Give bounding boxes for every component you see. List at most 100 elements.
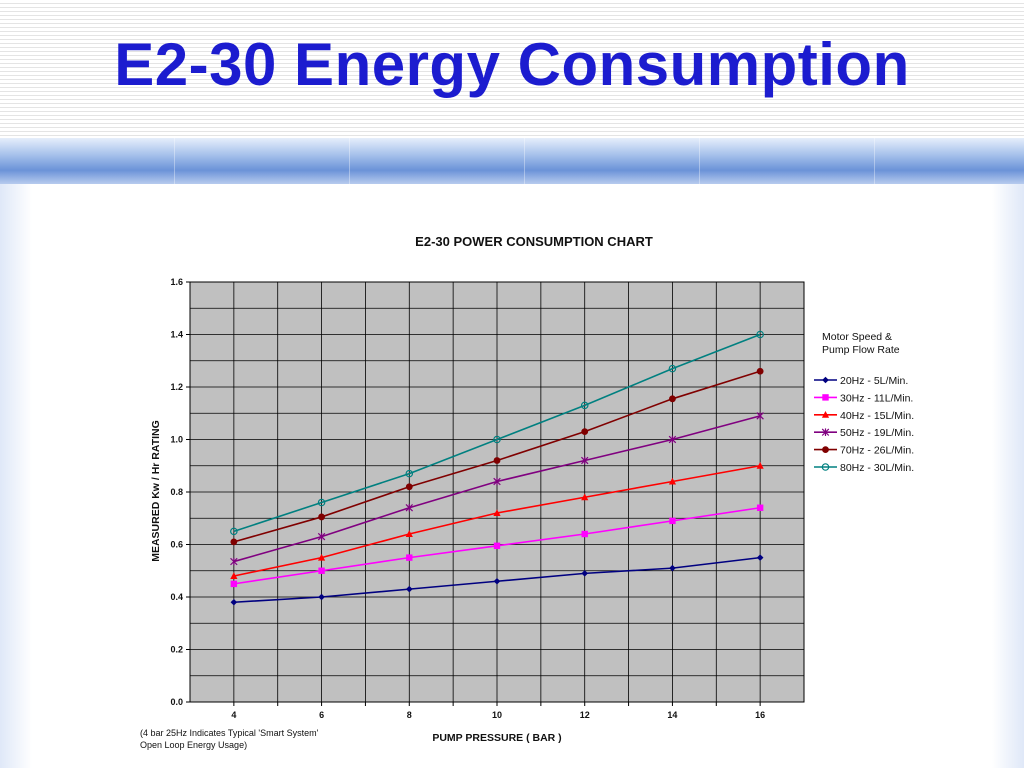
legend-item: 70Hz - 26L/Min. — [814, 445, 914, 457]
data-point — [756, 412, 764, 420]
legend-label: 20Hz - 5L/Min. — [840, 375, 908, 387]
x-axis-ticks: 4 6 8 10 12 14 16 — [231, 702, 765, 720]
data-point — [405, 503, 414, 512]
legend-label: 50Hz - 19L/Min. — [840, 427, 914, 439]
y-tick-label: 1.6 — [170, 277, 183, 287]
legend-label: 80Hz - 30L/Min. — [840, 462, 914, 474]
data-point — [668, 477, 677, 485]
data-point — [581, 530, 588, 538]
data-point — [493, 457, 501, 464]
x-tick-label: 8 — [407, 710, 412, 720]
data-point — [756, 461, 764, 469]
data-point — [230, 572, 238, 579]
x-tick-label: 6 — [319, 710, 324, 720]
series-6 — [230, 330, 764, 536]
legend-item: 50Hz - 19L/Min. — [814, 427, 914, 439]
series-2 — [230, 504, 764, 588]
y-tick-label: 0.0 — [170, 697, 183, 707]
data-point — [581, 570, 589, 577]
series-5 — [230, 367, 764, 546]
data-point — [669, 564, 676, 572]
data-point — [756, 554, 764, 561]
data-point — [318, 513, 325, 521]
data-point — [668, 435, 677, 444]
data-point — [669, 395, 676, 403]
legend-item: 80Hz - 30L/Min. — [814, 462, 914, 474]
data-point — [318, 567, 325, 574]
series-1 — [230, 554, 764, 606]
chart-title: E2-30 POWER CONSUMPTION CHART — [415, 234, 653, 249]
data-point — [405, 530, 413, 537]
legend-label: 70Hz - 26L/Min. — [840, 445, 914, 457]
y-tick-label: 1.2 — [170, 382, 183, 392]
side-decoration-right — [992, 184, 1024, 768]
data-point — [317, 553, 326, 561]
footnote-line-1: (4 bar 25Hz Indicates Typical 'Smart Sys… — [140, 728, 319, 738]
footnote-line-2: Open Loop Energy Usage) — [140, 740, 247, 750]
y-axis-label: MEASURED Kw / Hr RATING — [150, 420, 162, 562]
legend-item: 30Hz - 11L/Min. — [814, 392, 913, 404]
data-point — [493, 577, 501, 585]
series-3 — [230, 461, 764, 579]
data-point — [581, 428, 589, 436]
legend-item: 20Hz - 5L/Min. — [814, 375, 908, 387]
data-point — [230, 538, 238, 546]
y-tick-label: 1.0 — [170, 435, 183, 445]
y-axis-ticks: 0.0 0.2 0.4 0.6 0.8 1.0 1.2 1.4 1.6 — [170, 277, 190, 707]
slide-header — [0, 0, 1024, 138]
series-group — [230, 330, 764, 606]
y-tick-label: 0.6 — [170, 540, 183, 550]
series-4 — [230, 412, 764, 566]
data-point — [822, 394, 829, 401]
data-point — [580, 456, 589, 465]
y-tick-label: 0.4 — [170, 592, 183, 602]
x-tick-label: 12 — [580, 710, 590, 720]
legend-title-line-2: Pump Flow Rate — [822, 344, 900, 356]
y-tick-label: 1.4 — [170, 330, 183, 340]
data-point — [821, 463, 830, 471]
x-tick-label: 4 — [231, 710, 236, 720]
data-point — [493, 542, 501, 550]
legend-label: 30Hz - 11L/Min. — [840, 392, 913, 404]
x-tick-label: 16 — [755, 710, 765, 720]
data-point — [406, 554, 413, 561]
data-point — [230, 598, 238, 606]
legend-item: 40Hz - 15L/Min. — [814, 410, 914, 422]
grid — [190, 282, 804, 702]
legend-label: 40Hz - 15L/Min. — [840, 410, 914, 422]
legend-title-line-1: Motor Speed & — [822, 331, 892, 343]
data-point — [493, 477, 501, 486]
y-tick-label: 0.8 — [170, 487, 183, 497]
data-point — [756, 367, 764, 375]
slide-title: E2-30 Energy Consumption — [114, 31, 910, 98]
data-point — [756, 504, 764, 511]
x-axis-label: PUMP PRESSURE ( BAR ) — [432, 732, 561, 744]
header-band — [0, 138, 1024, 184]
data-point — [668, 364, 677, 373]
data-point — [821, 428, 830, 436]
data-point — [317, 498, 326, 507]
data-point — [493, 509, 501, 516]
series-line — [233, 333, 761, 533]
x-tick-label: 14 — [667, 710, 677, 720]
data-point — [821, 411, 830, 418]
data-point — [230, 557, 238, 566]
data-point — [405, 585, 413, 593]
data-point — [230, 527, 238, 536]
data-point — [318, 593, 325, 601]
data-point — [822, 446, 829, 453]
data-point — [405, 469, 414, 478]
data-point — [405, 483, 413, 491]
side-decoration-left — [0, 184, 32, 768]
x-tick-label: 10 — [492, 710, 502, 720]
data-point — [756, 330, 764, 339]
data-point — [230, 580, 238, 588]
data-point — [493, 435, 501, 444]
data-point — [581, 493, 589, 501]
y-tick-label: 0.2 — [170, 645, 183, 655]
data-point — [580, 401, 589, 410]
data-point — [669, 517, 676, 525]
legend: Motor Speed & Pump Flow Rate 20Hz - 5L/M… — [814, 331, 914, 474]
data-point — [317, 532, 326, 541]
